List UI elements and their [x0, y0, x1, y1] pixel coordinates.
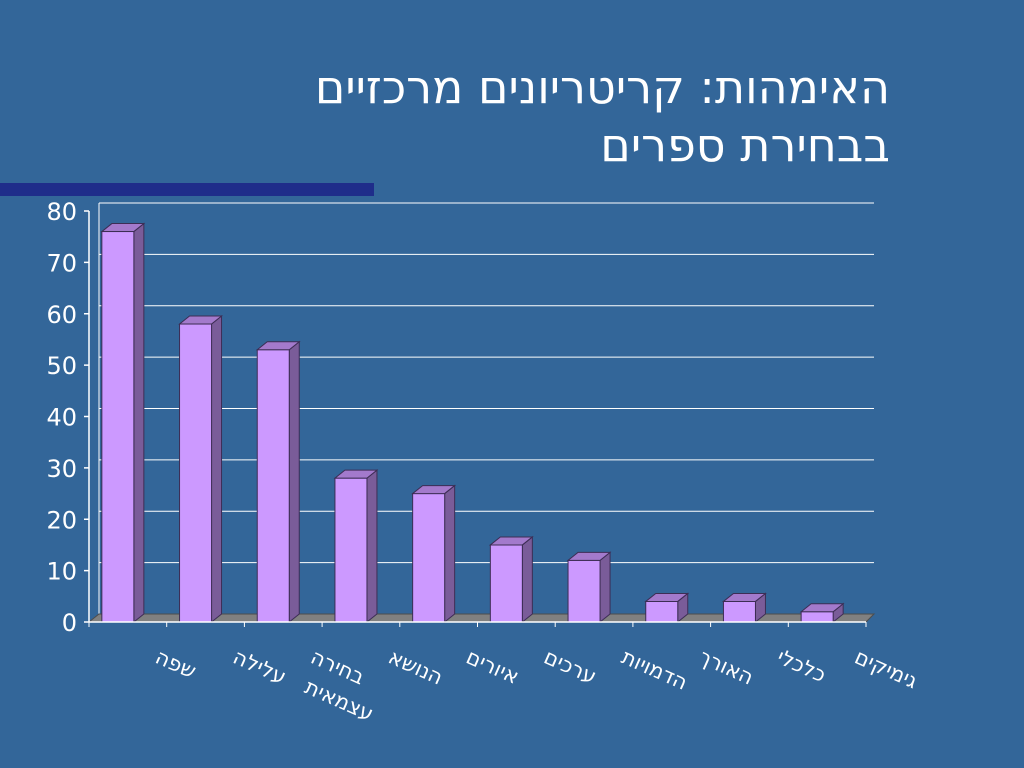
bar-front-face: [101, 231, 135, 623]
title-accent-rule: [0, 183, 374, 196]
bar-top-face: [799, 603, 845, 613]
bar-front-face: [567, 559, 601, 623]
bar-side-face: [288, 340, 300, 624]
bar: [644, 592, 690, 624]
x-category-label: שפה: [152, 645, 200, 684]
x-category-label: כלכלי: [773, 645, 829, 688]
bar: [100, 222, 146, 624]
bar: [799, 602, 845, 624]
bars: [100, 222, 845, 624]
y-tick-label: 60: [46, 301, 77, 329]
bar-side-face: [599, 551, 611, 624]
gridlines: [98, 202, 874, 614]
y-tick-label: 10: [46, 558, 77, 586]
bar: [411, 484, 457, 624]
y-tick-label: 80: [46, 198, 77, 226]
y-tick-label: 20: [46, 506, 77, 534]
bar: [488, 535, 534, 624]
bar-side-face: [133, 222, 145, 624]
bar: [255, 340, 301, 624]
slide-title-line-1: האימהות: קריטריונים מרכזיים: [314, 60, 890, 114]
x-category-label: האורך: [696, 645, 757, 690]
y-tick-label: 30: [46, 455, 77, 483]
bar-front-face: [489, 544, 523, 623]
bar-side-face: [211, 314, 223, 624]
bar-front-face: [722, 600, 756, 623]
slide-title-line-2: בבחירת ספרים: [600, 118, 890, 172]
slide-title: האימהות: קריטריונים מרכזיים בבחירת ספרים: [120, 58, 890, 174]
bar: [722, 592, 767, 624]
x-category-label: הנושא: [385, 645, 447, 690]
bar-side-face: [444, 484, 456, 624]
y-tick-label: 40: [46, 404, 77, 432]
bar-top-face: [488, 536, 534, 546]
bar-front-face: [645, 600, 679, 623]
bar-front-face: [412, 493, 446, 623]
x-category-label: הדמויות: [618, 645, 691, 695]
bar-side-face: [366, 469, 378, 624]
bar-top-face: [566, 551, 612, 561]
bar: [178, 314, 223, 624]
bar-top-face: [333, 469, 379, 479]
y-tick-label: 0: [62, 609, 77, 637]
x-category-label: ערכים: [540, 645, 600, 689]
x-category-label: גימיקים: [851, 645, 921, 694]
x-category-label: איורים: [463, 645, 523, 689]
x-category-label: עלילה: [230, 645, 290, 689]
bar-top-face: [255, 341, 301, 351]
x-category-label: עצמאית: [301, 675, 377, 726]
bar: [333, 469, 379, 624]
bar-top-face: [178, 315, 223, 325]
bar-front-face: [179, 323, 213, 623]
axes: 0 10 20 30 40 50 60 70 80: [46, 198, 867, 637]
bar-top-face: [100, 223, 146, 233]
bar-front-face: [800, 611, 834, 623]
bar: [566, 551, 612, 624]
bar-top-face: [644, 592, 690, 602]
bar-front-face: [334, 477, 368, 623]
bar-front-face: [256, 349, 290, 623]
y-tick-label: 70: [46, 249, 77, 277]
y-tick-label: 50: [46, 352, 77, 380]
bar-side-face: [521, 535, 533, 624]
bar-top-face: [411, 485, 457, 495]
bar-top-face: [722, 592, 767, 602]
